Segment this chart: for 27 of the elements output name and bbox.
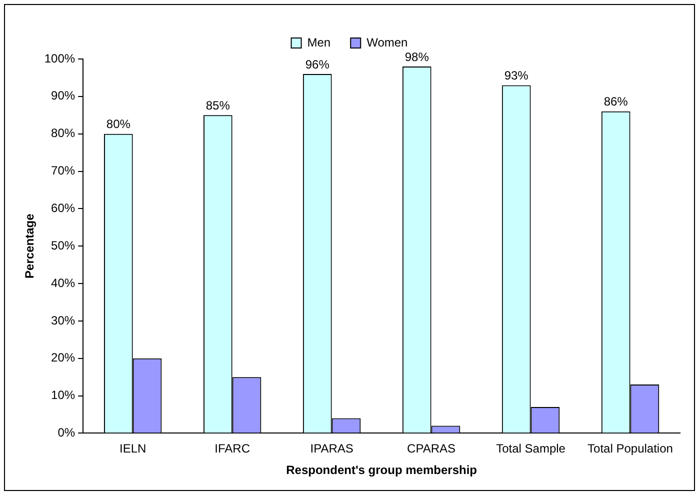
y-tick-label: 70% [51,164,76,178]
data-label: 98% [404,50,430,64]
legend-label: Men [307,35,331,50]
y-tick-label: 0% [58,426,76,440]
y-axis-title: Percentage [22,213,37,278]
data-label: 86% [604,94,628,109]
y-tick-label: 40% [51,276,76,290]
x-tick-label: Total Population [588,442,673,456]
y-tick-label: 100% [44,51,76,66]
legend-label: Women [366,35,408,50]
data-label: 93% [504,68,529,83]
y-tick-label: 30% [51,313,76,328]
data-label: 80% [106,117,131,132]
x-tick-label: CPARAS [407,442,456,456]
data-label: 85% [206,98,230,112]
y-tick-label: 60% [51,200,76,215]
x-tick-label: IELN [119,442,146,456]
y-tick-label: 20% [51,350,76,365]
x-axis-title: Respondent's group membership [286,463,477,478]
x-tick-label: Total Sample [496,442,566,456]
y-tick-label: 50% [51,238,76,252]
y-tick-label: 10% [51,388,76,402]
x-tick-label: IFARC [214,442,250,456]
y-tick-label: 80% [51,126,76,140]
x-tick-label: IPARAS [310,442,354,456]
data-label: 96% [305,57,330,72]
y-tick-label: 90% [51,88,76,103]
